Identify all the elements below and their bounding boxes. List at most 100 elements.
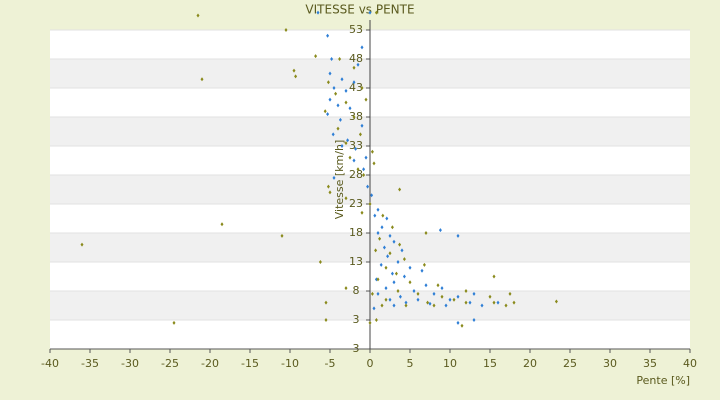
- point: [398, 242, 402, 247]
- point: [364, 155, 368, 160]
- point: [381, 213, 385, 218]
- point: [402, 274, 406, 279]
- point: [554, 299, 558, 304]
- point: [314, 54, 318, 59]
- point: [334, 91, 338, 96]
- point: [352, 158, 356, 163]
- chart-title: VITESSE vs PENTE: [305, 3, 414, 17]
- point: [196, 13, 200, 18]
- point: [80, 242, 84, 247]
- point: [344, 286, 348, 291]
- point: [400, 248, 404, 253]
- point: [394, 271, 398, 276]
- point: [376, 207, 380, 212]
- point: [368, 202, 372, 206]
- x-tick-label: -30: [121, 357, 139, 370]
- point: [464, 289, 468, 293]
- point: [354, 146, 358, 151]
- point: [374, 318, 378, 322]
- point: [340, 77, 344, 82]
- point: [326, 112, 330, 117]
- point: [378, 236, 382, 241]
- y-tick-label: 53: [349, 23, 363, 36]
- y-tick-label: 8: [353, 284, 360, 297]
- y-tick-label: 38: [349, 110, 363, 123]
- point: [336, 126, 340, 131]
- point: [392, 303, 396, 308]
- point: [496, 300, 500, 305]
- point: [344, 141, 348, 146]
- point: [422, 262, 426, 267]
- point: [356, 167, 360, 172]
- x-tick-label: -35: [81, 357, 99, 370]
- point: [372, 306, 376, 311]
- y-tick-label: 13: [349, 255, 363, 268]
- point: [444, 303, 448, 308]
- point: [323, 109, 327, 114]
- point: [408, 265, 412, 270]
- y-tick-label: 3: [353, 313, 360, 326]
- point: [385, 216, 389, 221]
- x-tick-label: 10: [443, 357, 457, 370]
- point: [328, 190, 332, 195]
- point: [362, 173, 366, 177]
- point: [374, 277, 378, 282]
- point: [346, 138, 350, 143]
- point: [388, 251, 392, 256]
- x-axis-title: Pente [%]: [636, 374, 690, 387]
- point: [348, 106, 352, 111]
- point: [292, 68, 296, 73]
- point: [336, 103, 340, 108]
- x-tick-label: 5: [407, 357, 414, 370]
- point: [360, 210, 364, 215]
- point: [370, 149, 374, 154]
- point: [424, 283, 428, 288]
- y-tick-label: 28: [349, 168, 363, 181]
- point: [344, 100, 348, 105]
- point: [384, 297, 388, 302]
- point: [456, 294, 460, 299]
- point: [376, 291, 380, 296]
- point: [440, 286, 444, 291]
- point: [348, 155, 352, 160]
- point: [362, 167, 366, 172]
- point: [380, 303, 384, 308]
- x-tick-label: 30: [603, 357, 617, 370]
- point: [332, 175, 336, 180]
- point: [388, 297, 392, 302]
- point: [352, 115, 356, 119]
- x-tick-label: -15: [241, 357, 259, 370]
- point: [386, 254, 390, 259]
- point: [504, 303, 508, 308]
- point: [452, 297, 456, 302]
- point: [356, 62, 360, 67]
- point: [374, 10, 378, 15]
- point: [390, 225, 394, 230]
- point: [404, 303, 408, 308]
- point: [492, 300, 496, 305]
- point: [338, 117, 342, 122]
- point: [432, 303, 436, 308]
- point: [344, 88, 348, 93]
- point: [412, 289, 416, 293]
- point: [360, 123, 364, 128]
- point: [448, 297, 452, 302]
- point: [368, 10, 372, 15]
- point: [324, 300, 328, 305]
- x-tick-label: 0: [367, 357, 374, 370]
- point: [396, 289, 400, 293]
- point: [360, 45, 364, 50]
- x-tick-label: 35: [643, 357, 657, 370]
- point: [416, 291, 420, 296]
- point: [512, 300, 516, 305]
- point: [220, 222, 224, 227]
- point: [472, 291, 476, 296]
- point: [424, 231, 428, 235]
- point: [426, 300, 430, 305]
- point: [508, 291, 512, 296]
- point: [328, 71, 332, 76]
- point: [374, 248, 378, 253]
- point: [294, 74, 298, 79]
- point: [392, 280, 396, 285]
- point: [373, 213, 377, 218]
